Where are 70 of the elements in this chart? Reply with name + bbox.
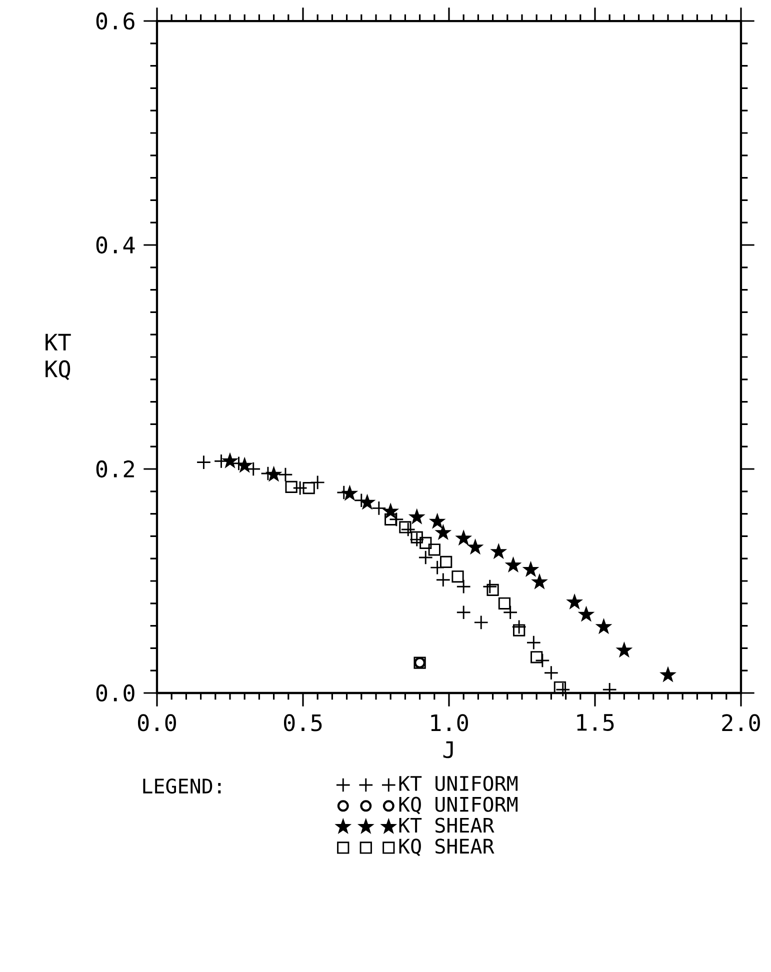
point bbox=[399, 521, 412, 534]
point bbox=[302, 482, 315, 494]
point bbox=[535, 653, 550, 668]
point bbox=[512, 620, 526, 634]
point bbox=[436, 572, 451, 588]
legend-label: KQ SHEAR bbox=[399, 838, 494, 856]
point bbox=[567, 594, 582, 608]
point bbox=[342, 486, 357, 500]
point bbox=[555, 682, 570, 698]
point bbox=[430, 560, 445, 575]
x-tick-label: 1.5 bbox=[577, 714, 614, 731]
point bbox=[617, 643, 632, 657]
point bbox=[310, 475, 325, 490]
point bbox=[266, 467, 281, 481]
legend-label: KT SHEAR bbox=[399, 818, 494, 833]
point bbox=[420, 536, 432, 549]
point bbox=[474, 615, 489, 630]
point bbox=[418, 550, 434, 565]
point bbox=[468, 540, 482, 554]
point bbox=[506, 558, 520, 572]
point bbox=[482, 579, 498, 594]
point bbox=[430, 514, 444, 528]
point bbox=[440, 556, 452, 568]
x-tick-label: 0.0 bbox=[138, 714, 176, 732]
point bbox=[544, 665, 559, 680]
point bbox=[660, 668, 676, 682]
legend-label: KT UNIFORM bbox=[399, 776, 518, 792]
point bbox=[524, 562, 538, 576]
point bbox=[410, 531, 423, 544]
x-tick-label: 0.5 bbox=[284, 714, 322, 732]
point bbox=[492, 544, 506, 558]
point bbox=[400, 522, 416, 537]
x-axis-title: J bbox=[443, 741, 453, 758]
point bbox=[532, 574, 547, 588]
point bbox=[502, 604, 518, 620]
point bbox=[278, 467, 293, 482]
point bbox=[409, 532, 424, 547]
point bbox=[526, 635, 542, 650]
point bbox=[292, 480, 308, 496]
y-tick-label: 0.2 bbox=[96, 460, 134, 478]
point bbox=[554, 681, 566, 694]
y-tick-label: 0.0 bbox=[96, 684, 134, 702]
point bbox=[436, 525, 450, 539]
point bbox=[530, 651, 543, 664]
point bbox=[196, 454, 212, 470]
y-axis-title: KT KQ bbox=[46, 334, 71, 380]
point bbox=[238, 458, 252, 472]
point bbox=[410, 510, 424, 524]
legend-title: LEGEND: bbox=[143, 778, 221, 794]
point bbox=[360, 495, 374, 509]
point bbox=[498, 597, 511, 610]
point bbox=[456, 531, 471, 545]
point bbox=[596, 620, 611, 634]
point bbox=[456, 579, 471, 594]
y-tick-label: 0.6 bbox=[96, 12, 134, 30]
point bbox=[579, 607, 594, 621]
point bbox=[372, 500, 386, 516]
x-tick-label: 2.0 bbox=[722, 714, 760, 732]
legend-label: KQ UNIFORM bbox=[399, 796, 518, 814]
point bbox=[285, 480, 298, 493]
point bbox=[452, 570, 464, 583]
point bbox=[222, 454, 238, 468]
point bbox=[389, 512, 404, 527]
y-tick-label: 0.4 bbox=[96, 236, 135, 254]
point bbox=[602, 682, 617, 698]
point bbox=[384, 513, 397, 526]
point bbox=[428, 544, 440, 556]
point bbox=[513, 624, 526, 636]
x-tick-label: 1.0 bbox=[431, 714, 468, 732]
point bbox=[456, 604, 471, 620]
